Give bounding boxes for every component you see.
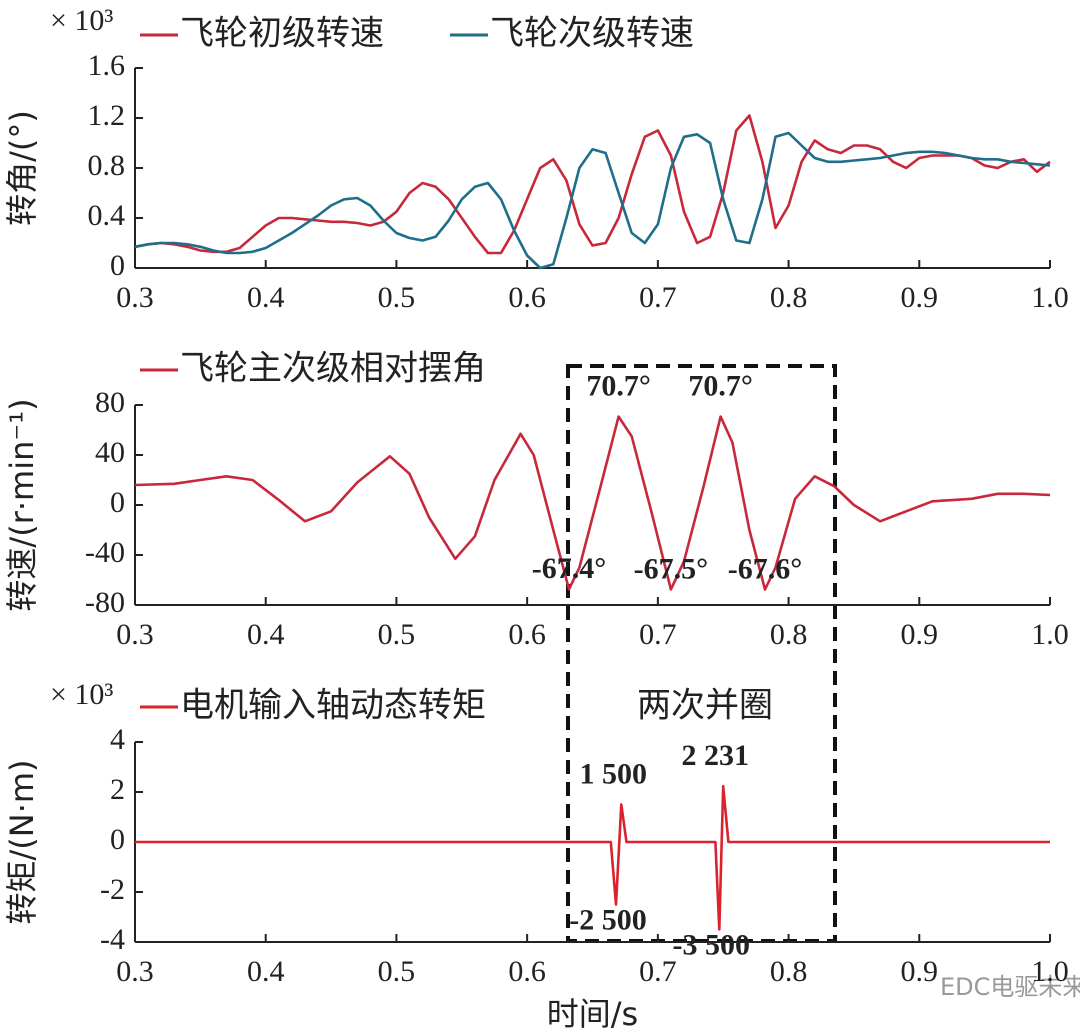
value-label: -67.4° — [532, 552, 607, 585]
x-tick-label: 0.5 — [378, 618, 416, 651]
x-tick-label: 1.0 — [1031, 955, 1069, 988]
x-tick-label: 0.4 — [247, 281, 285, 314]
x-tick-label: 0.9 — [901, 618, 939, 651]
x-tick-label: 1.0 — [1031, 281, 1069, 314]
x-tick-label: 0.8 — [770, 281, 808, 314]
y-tick-label: 80 — [95, 386, 125, 419]
y-tick-label: -80 — [85, 586, 125, 619]
y-tick-label: 0 — [110, 249, 125, 282]
value-label: -2 500 — [569, 903, 647, 936]
annotation: 两次并圈 — [637, 686, 773, 726]
y-tick-label: 0 — [110, 823, 125, 856]
x-tick-label: 0.6 — [508, 618, 546, 651]
x-tick-label: 0.4 — [247, 618, 285, 651]
legend-label: 电机输入轴动态转矩 — [180, 686, 486, 726]
y-tick-label: -4 — [100, 923, 125, 956]
y-tick-label: 0.8 — [88, 149, 126, 182]
x-tick-label: 0.7 — [639, 618, 677, 651]
highlight-box — [566, 364, 837, 943]
x-tick-label: 0.4 — [247, 955, 285, 988]
y-axis-label: 转角/(°) — [3, 110, 41, 226]
y-tick-label: -40 — [85, 536, 125, 569]
value-label: 2 231 — [681, 739, 749, 772]
y-unit-label: × 10³ — [50, 678, 113, 711]
y-tick-label: 1.2 — [88, 99, 126, 132]
value-label: -67.6° — [728, 552, 803, 585]
x-axis-label: 时间/s — [547, 995, 638, 1033]
watermark: EDC电驱未来 — [940, 973, 1080, 1001]
value-label: -3 500 — [673, 928, 751, 961]
x-tick-label: 0.7 — [639, 281, 677, 314]
y-tick-label: 0.4 — [88, 199, 126, 232]
y-tick-label: 0 — [110, 486, 125, 519]
x-tick-label: 0.5 — [378, 955, 416, 988]
y-tick-label: 2 — [110, 773, 125, 806]
value-label: -67.5° — [634, 552, 709, 585]
legend-label: 飞轮主次级相对摆角 — [180, 349, 486, 389]
y-axis-label: 转矩/(N·m) — [3, 759, 41, 924]
value-label: 70.7° — [586, 370, 651, 403]
y-tick-label: 40 — [95, 436, 125, 469]
x-tick-label: 0.3 — [116, 281, 154, 314]
y-axis-label: 转速/(r·min⁻¹) — [3, 398, 41, 611]
y-tick-label: 1.6 — [88, 49, 126, 82]
x-tick-label: 0.5 — [378, 281, 416, 314]
x-tick-label: 0.8 — [770, 955, 808, 988]
series-line — [135, 784, 1050, 931]
series-line — [134, 131, 1051, 270]
x-tick-label: 0.6 — [508, 281, 546, 314]
series-line — [134, 114, 1051, 255]
x-tick-label: 0.9 — [901, 955, 939, 988]
value-label: 1 500 — [580, 757, 648, 790]
x-tick-label: 0.7 — [639, 955, 677, 988]
y-unit-label: × 10³ — [50, 4, 113, 37]
x-tick-label: 0.9 — [901, 281, 939, 314]
x-tick-label: 0.3 — [116, 618, 154, 651]
series-line — [134, 415, 1051, 591]
value-label: 70.7° — [688, 370, 753, 403]
legend-label: 飞轮初级转速 — [180, 14, 384, 54]
x-tick-label: 1.0 — [1031, 618, 1069, 651]
x-tick-label: 0.8 — [770, 618, 808, 651]
x-tick-label: 0.3 — [116, 955, 154, 988]
legend-label: 飞轮次级转速 — [490, 14, 694, 54]
x-tick-label: 0.6 — [508, 955, 546, 988]
y-tick-label: -2 — [100, 873, 125, 906]
y-tick-label: 4 — [110, 723, 125, 756]
